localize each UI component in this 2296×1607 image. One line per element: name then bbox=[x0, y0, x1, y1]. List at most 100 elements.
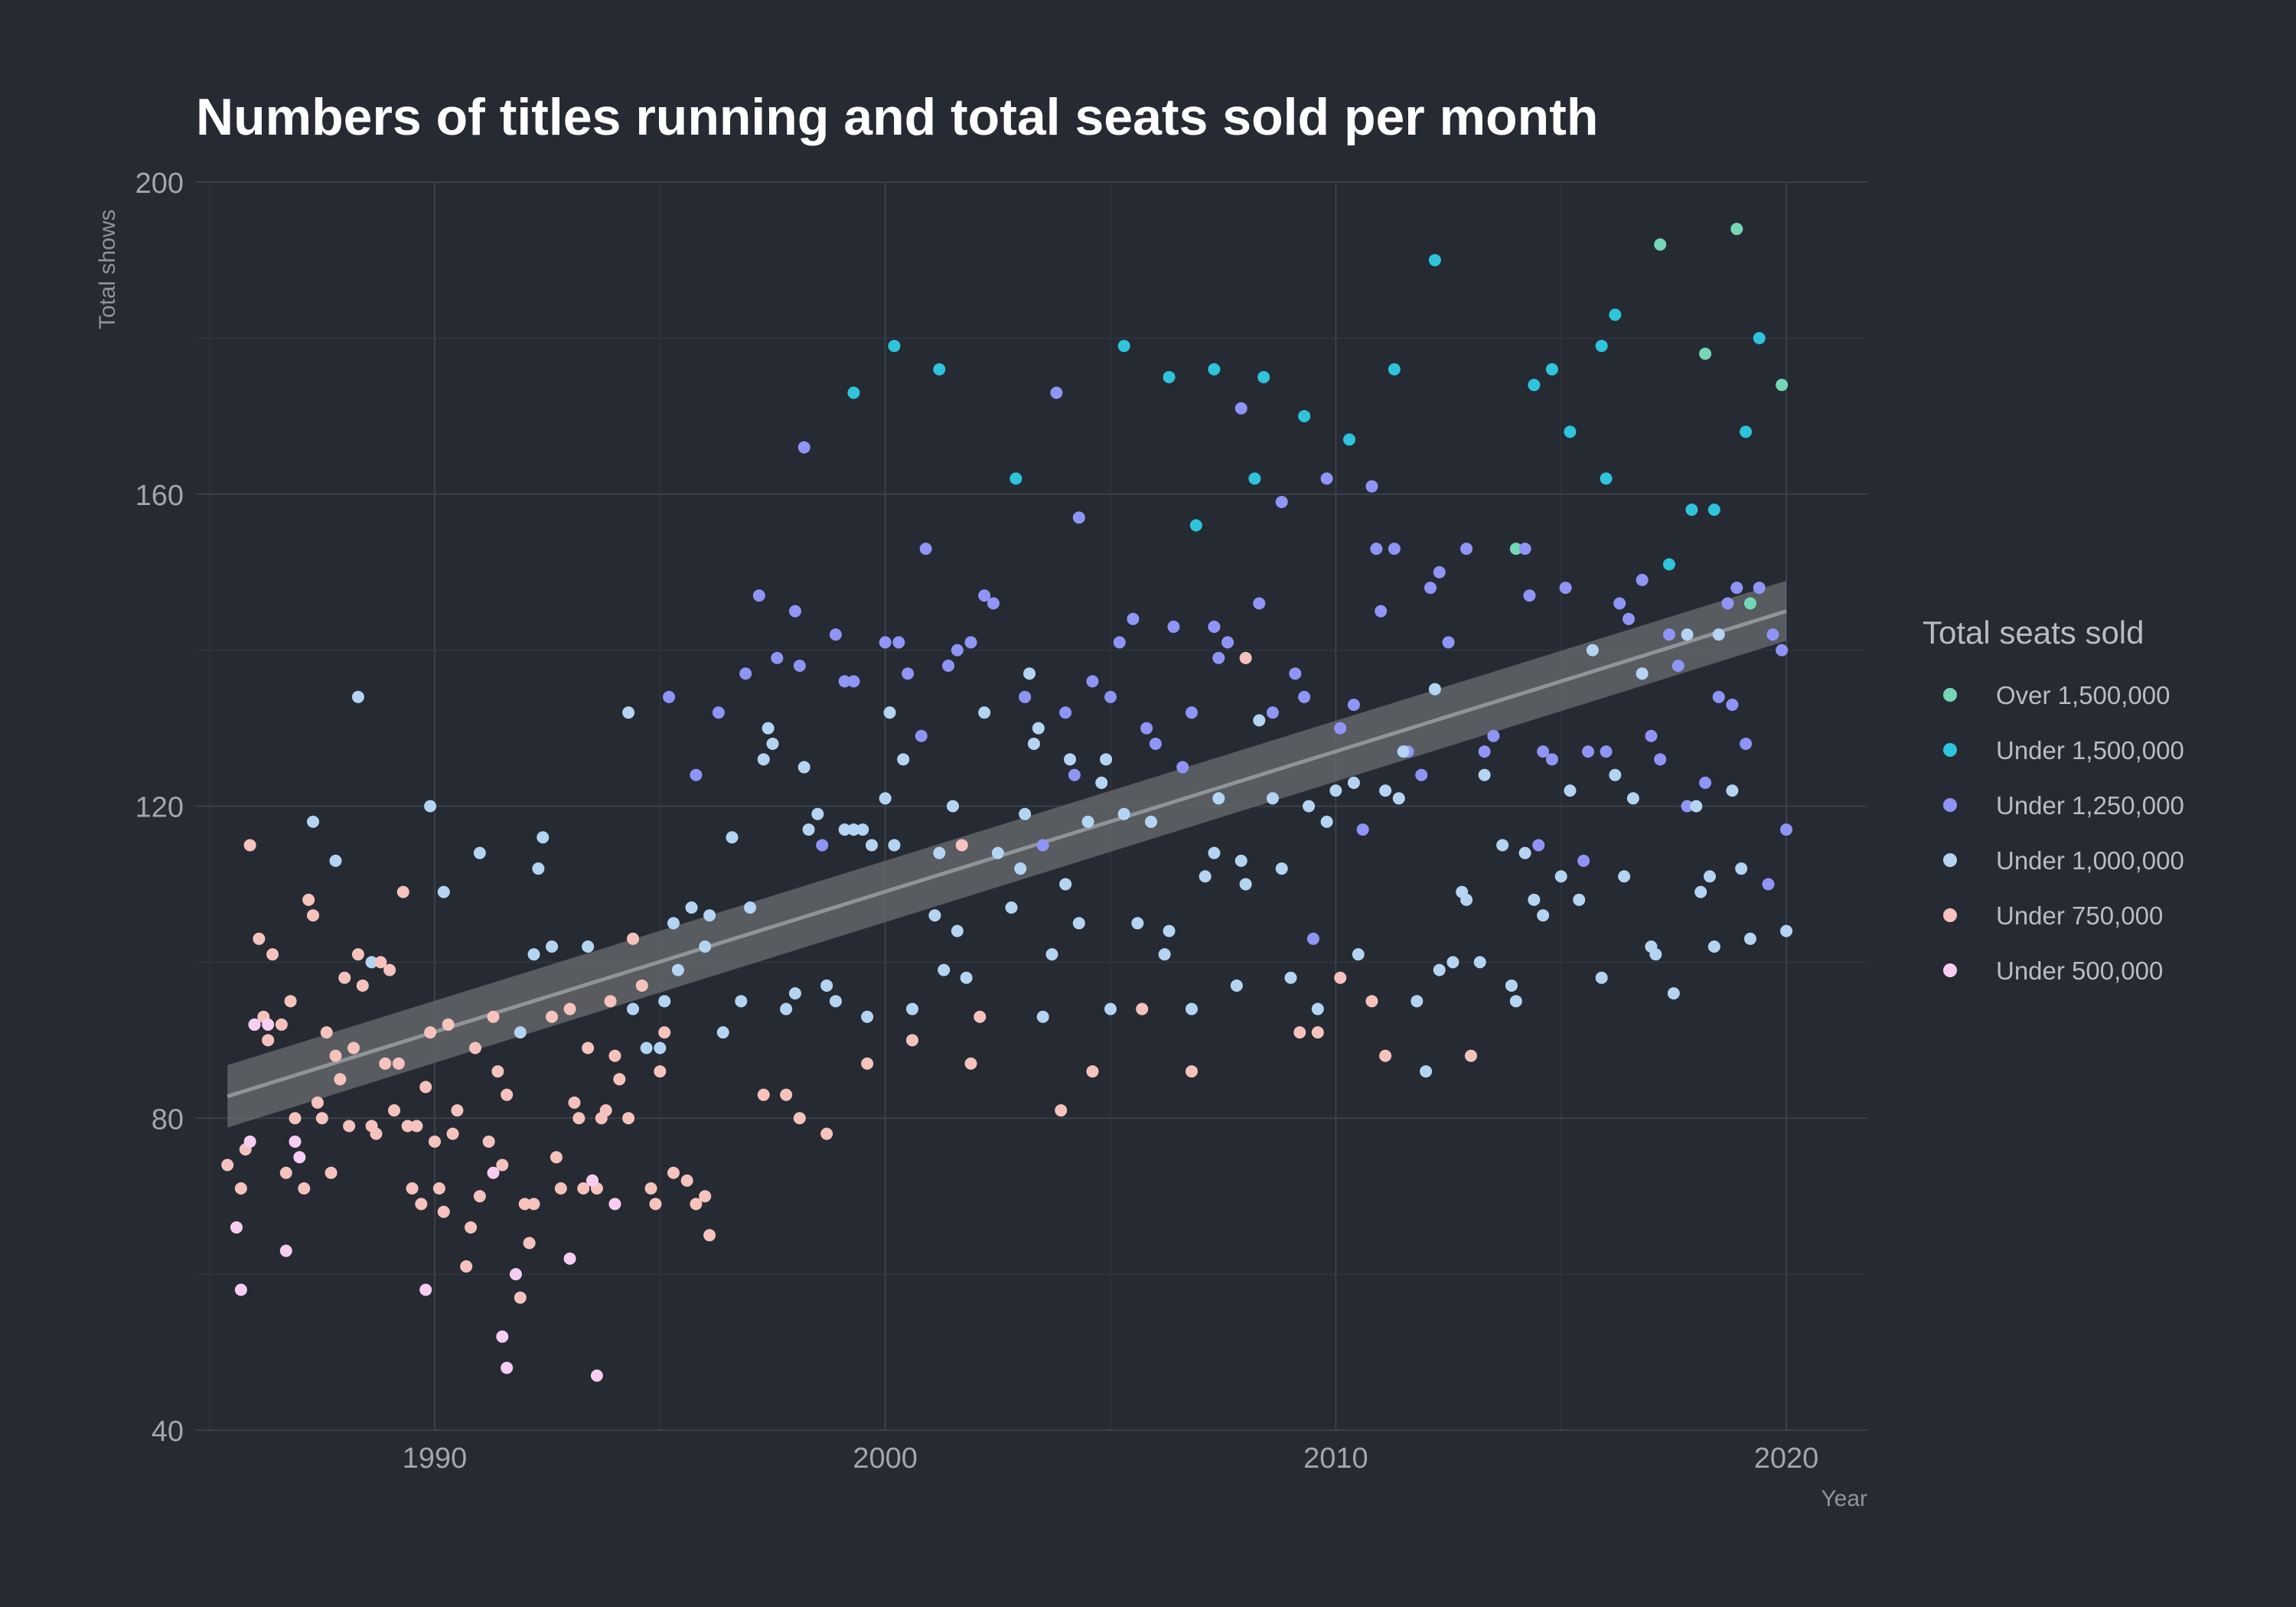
data-point bbox=[1212, 651, 1225, 664]
data-point bbox=[919, 543, 932, 556]
data-point bbox=[1460, 893, 1473, 906]
data-point bbox=[1473, 956, 1486, 969]
y-tick-label: 80 bbox=[152, 1103, 184, 1136]
data-point bbox=[847, 675, 860, 688]
data-point bbox=[388, 1104, 401, 1117]
data-point bbox=[766, 737, 779, 750]
data-point bbox=[1176, 761, 1189, 774]
data-point bbox=[1248, 472, 1261, 485]
data-point bbox=[780, 1088, 793, 1101]
data-point bbox=[1352, 948, 1365, 961]
data-point bbox=[1293, 1026, 1306, 1039]
data-point bbox=[1356, 823, 1369, 836]
data-point bbox=[1518, 543, 1531, 556]
y-axis-ticks: 40 80 120 160 200 bbox=[135, 168, 184, 1448]
data-point bbox=[446, 1127, 459, 1140]
data-point bbox=[315, 1112, 328, 1125]
data-point bbox=[883, 706, 896, 719]
data-point bbox=[262, 1018, 275, 1031]
data-point bbox=[1428, 683, 1441, 696]
legend-label: Under 750,000 bbox=[1996, 901, 2163, 930]
data-point bbox=[1636, 573, 1649, 586]
data-point bbox=[1365, 995, 1378, 1008]
data-point bbox=[1189, 519, 1202, 532]
data-point bbox=[797, 441, 810, 454]
data-point bbox=[1636, 667, 1649, 680]
data-point bbox=[671, 963, 684, 976]
data-point bbox=[329, 1049, 342, 1062]
data-point bbox=[293, 1151, 306, 1164]
data-point bbox=[964, 636, 977, 649]
data-point bbox=[266, 948, 279, 961]
data-point bbox=[465, 1221, 478, 1234]
data-point bbox=[1496, 839, 1509, 852]
data-point bbox=[1370, 543, 1383, 556]
data-point bbox=[608, 1198, 621, 1211]
data-point bbox=[1347, 698, 1360, 711]
data-point bbox=[955, 839, 968, 852]
x-axis-ticks: 1990 2000 2010 2020 bbox=[403, 1442, 1819, 1475]
data-point bbox=[1509, 543, 1522, 556]
data-point bbox=[1420, 1065, 1433, 1078]
data-point bbox=[1113, 636, 1126, 649]
legend-label: Over 1,500,000 bbox=[1996, 681, 2170, 709]
data-point bbox=[289, 1135, 302, 1148]
data-point bbox=[608, 1049, 621, 1062]
data-point bbox=[419, 1081, 432, 1094]
data-point bbox=[1050, 386, 1063, 399]
data-point bbox=[649, 1198, 662, 1211]
data-point bbox=[712, 706, 725, 719]
data-point bbox=[838, 675, 851, 688]
data-point bbox=[1712, 628, 1725, 641]
data-point bbox=[861, 1057, 874, 1070]
data-point bbox=[960, 971, 973, 984]
data-point bbox=[663, 690, 676, 703]
data-point bbox=[866, 839, 879, 852]
data-point bbox=[667, 917, 680, 930]
data-point bbox=[582, 1041, 595, 1054]
data-point bbox=[1609, 308, 1622, 321]
data-point bbox=[622, 706, 635, 719]
data-point bbox=[1446, 956, 1459, 969]
data-point bbox=[1253, 597, 1266, 610]
data-point bbox=[856, 823, 869, 836]
data-point bbox=[532, 862, 545, 875]
data-point bbox=[1654, 753, 1667, 766]
data-point bbox=[1199, 870, 1212, 883]
data-point bbox=[302, 893, 315, 906]
data-point bbox=[1415, 768, 1428, 781]
data-point bbox=[1334, 971, 1347, 984]
data-point bbox=[1320, 815, 1333, 828]
data-point bbox=[1298, 690, 1311, 703]
data-point bbox=[487, 1010, 500, 1023]
data-point bbox=[1064, 753, 1077, 766]
data-point bbox=[1163, 924, 1176, 937]
data-point bbox=[847, 823, 860, 836]
data-point bbox=[1613, 597, 1626, 610]
data-point bbox=[1671, 660, 1684, 673]
data-point bbox=[1735, 862, 1748, 875]
data-point bbox=[1234, 402, 1247, 415]
data-point bbox=[243, 1135, 256, 1148]
data-point bbox=[888, 839, 901, 852]
data-point bbox=[1780, 823, 1793, 836]
data-point bbox=[1306, 932, 1319, 945]
data-point bbox=[1059, 706, 1072, 719]
data-point bbox=[496, 1159, 509, 1172]
data-point bbox=[793, 660, 806, 673]
data-point bbox=[1014, 862, 1027, 875]
data-point bbox=[289, 1112, 302, 1125]
data-point bbox=[1424, 582, 1437, 595]
data-point bbox=[1311, 1026, 1324, 1039]
data-point bbox=[1104, 1002, 1117, 1015]
data-point bbox=[343, 1120, 356, 1133]
data-point bbox=[234, 1283, 247, 1296]
data-point bbox=[699, 940, 712, 953]
data-point bbox=[838, 823, 851, 836]
data-point bbox=[1239, 878, 1252, 891]
data-point bbox=[928, 909, 941, 922]
data-point bbox=[658, 995, 671, 1008]
data-point bbox=[658, 1026, 671, 1039]
data-point bbox=[1433, 566, 1446, 579]
data-point bbox=[797, 761, 810, 774]
